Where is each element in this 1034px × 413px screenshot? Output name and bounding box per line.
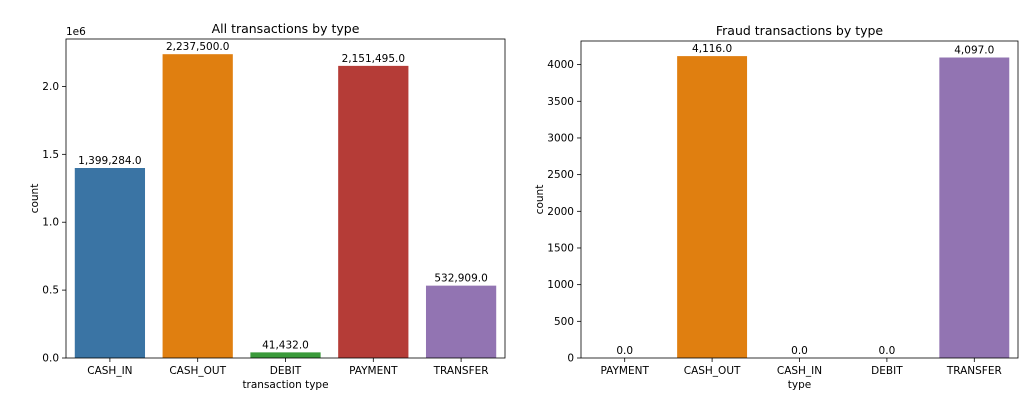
x-tick-label: TRANSFER — [946, 365, 1002, 377]
bar-value-label: 0.0 — [616, 345, 633, 357]
bar-value-label: 1,399,284.0 — [78, 155, 141, 167]
bar-payment — [338, 65, 409, 359]
x-tick-label: DEBIT — [270, 365, 302, 377]
bar-value-label: 532,909.0 — [434, 273, 487, 285]
y-tick-label: 2.0 — [42, 81, 59, 93]
y-tick-label: 0.0 — [42, 353, 59, 365]
bar-value-label: 0.0 — [791, 345, 808, 357]
chart-fraud-transactions: 0.0 PAYMENT 4,116.0 CASH_OUT 0.0 CASH_IN 0.0 DE… — [534, 23, 1019, 391]
bar-transfer — [939, 57, 1010, 358]
x-tick-label: PAYMENT — [349, 365, 398, 377]
bar-value-label: 4,097.0 — [954, 45, 994, 57]
bar-cash-out — [677, 56, 748, 359]
y-tick-label: 0.5 — [42, 285, 59, 297]
y-tick-label: 500 — [554, 316, 574, 328]
x-axis-label: type — [788, 379, 811, 391]
y-tick-label: 0 — [567, 353, 574, 365]
bar-value-label: 0.0 — [879, 345, 896, 357]
bar-debit — [250, 352, 321, 358]
y-offset-label: 1e6 — [66, 26, 86, 38]
bar-value-label: 2,151,495.0 — [342, 53, 405, 65]
chart-title: All transactions by type — [212, 21, 360, 36]
bar-value-label: 2,237,500.0 — [166, 41, 229, 53]
plot-frame — [580, 40, 1019, 359]
bar-cash-out — [162, 54, 233, 358]
y-tick-label: 3000 — [547, 132, 574, 144]
bar-value-label: 41,432.0 — [262, 339, 309, 351]
y-tick-label: 4000 — [547, 59, 574, 71]
x-tick-label: TRANSFER — [433, 365, 489, 377]
x-tick-label: CASH_IN — [87, 365, 132, 377]
bar-transfer — [425, 285, 497, 358]
y-tick-label: 2000 — [547, 206, 574, 218]
x-axis-label: transaction type — [242, 379, 328, 391]
x-tick-label: DEBIT — [871, 365, 903, 377]
x-tick-label: CASH_IN — [777, 365, 822, 377]
x-tick-label: CASH_OUT — [169, 365, 226, 377]
y-tick-label: 3500 — [547, 96, 574, 108]
x-tick-label: CASH_OUT — [684, 365, 741, 377]
x-tick-label: PAYMENT — [600, 365, 649, 377]
y-tick-label: 2500 — [547, 169, 574, 181]
y-tick-label: 1500 — [547, 242, 574, 254]
y-axis-label: count — [29, 184, 41, 214]
y-tick-label: 1.0 — [42, 217, 59, 229]
chart-title: Fraud transactions by type — [716, 23, 884, 38]
y-tick-label: 1000 — [547, 279, 574, 291]
plot-frame — [65, 38, 506, 359]
y-tick-label: 1.5 — [42, 149, 59, 161]
chart-all-transactions: 1,399,284.0 CASH_IN 2,237,500.0 CASH_OUT 41,… — [29, 21, 506, 391]
bar-value-label: 4,116.0 — [692, 43, 732, 55]
y-axis-label: count — [534, 185, 546, 215]
bar-cash-in — [74, 168, 146, 358]
